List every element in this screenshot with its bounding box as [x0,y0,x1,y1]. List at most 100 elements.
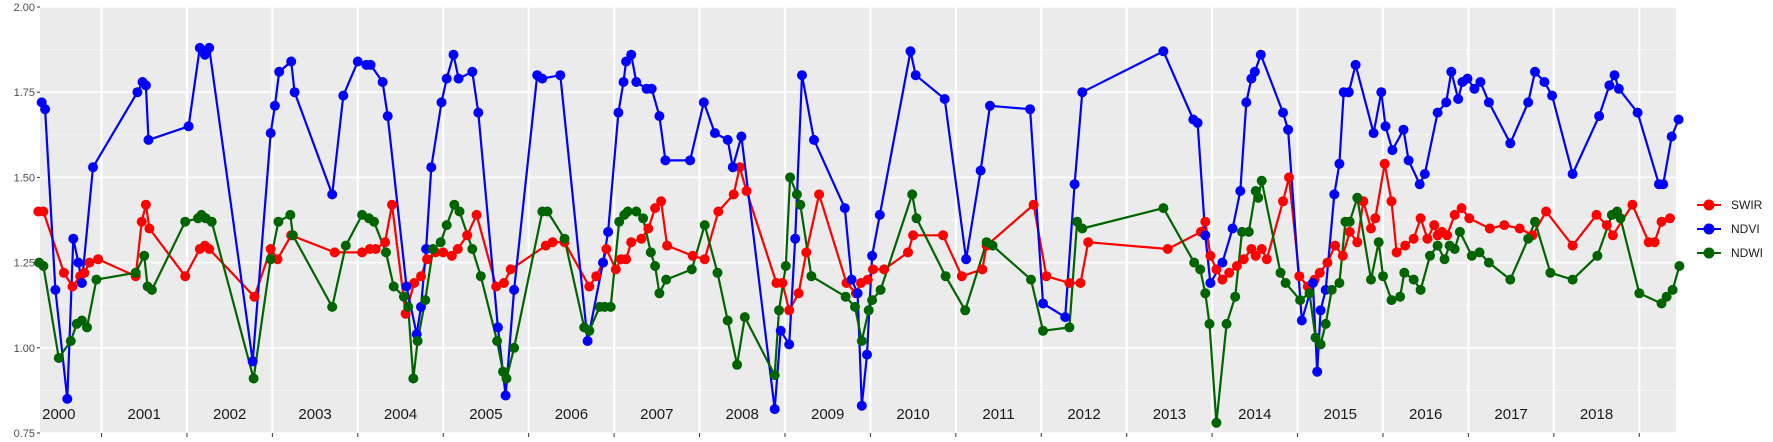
data-point-ndwi [987,240,998,251]
data-point-ndvi [1387,145,1398,156]
data-point-ndwi [1295,295,1306,306]
year-label: 2007 [640,406,673,423]
data-point-ndvi [1483,97,1494,108]
data-point-ndwi [475,271,486,282]
data-point-ndvi [401,281,412,292]
data-point-swir [793,288,804,299]
data-point-ndwi [1432,240,1443,251]
data-point-ndwi [712,267,723,278]
data-point-ndvi [856,400,867,411]
data-point-swir [687,250,698,261]
data-point-ndvi [1025,104,1036,115]
data-point-swir [1041,271,1052,282]
data-point-ndvi [846,274,857,285]
data-point-ndvi [448,49,459,60]
data-point-swir [136,216,147,227]
data-point-ndvi [1380,121,1391,132]
data-point-ndwi [584,325,595,336]
data-point-swir [180,271,191,282]
data-point-swir [387,199,397,210]
data-point-swir [1294,271,1305,282]
data-point-ndvi [660,155,671,166]
data-point-ndvi [961,254,972,265]
data-point-ndwi [1275,267,1286,278]
data-point-ndwi [139,250,150,261]
data-point-ndwi [722,315,733,326]
data-point-swir [814,189,825,200]
data-point-ndvi [1673,114,1684,125]
data-point-ndvi [1403,155,1414,166]
data-point-ndwi [699,220,710,231]
data-point-ndvi [1329,189,1340,200]
data-point-ndvi [194,42,205,53]
data-point-swir [67,281,78,292]
data-point-swir [1028,199,1039,210]
data-point-ndvi [338,90,349,101]
data-point-swir [601,244,612,254]
data-point-swir [1352,237,1363,248]
data-point-ndvi [183,121,194,132]
data-point-ndvi [1312,366,1323,377]
data-point-ndvi [874,209,885,220]
legend-label-swir: SWIR [1731,198,1763,212]
data-point-ndvi [426,162,437,173]
data-point-ndwi [1204,318,1215,329]
data-point-ndvi [421,244,432,254]
data-point-swir [1217,274,1228,285]
year-label: 2018 [1580,406,1613,423]
data-point-ndvi [1475,77,1486,87]
year-label: 2012 [1067,406,1100,423]
data-point-swir [728,189,739,200]
data-point-ndwi [739,312,750,323]
data-point-ndvi [1315,305,1326,316]
data-point-ndvi [1432,107,1443,118]
data-point-ndvi [269,100,280,111]
data-point-ndwi [206,216,217,227]
data-point-ndwi [449,199,460,210]
data-point-ndvi [1350,59,1361,70]
data-point-ndwi [38,261,49,271]
data-point-swir [38,206,49,217]
data-point-swir [610,264,621,275]
data-point-ndvi [377,77,388,87]
year-label: 2005 [469,406,502,423]
legend-item-ndwi: NDWI [1697,246,1763,260]
data-point-ndvi [736,131,747,142]
year-label: 2010 [896,406,929,423]
year-label: 2000 [42,406,75,423]
data-point-ndwi [1253,192,1264,203]
data-point-ndwi [960,305,971,316]
data-point-swir [662,240,673,251]
data-point-ndvi [631,77,642,87]
data-point-ndvi [1158,46,1169,57]
data-point-ndvi [68,233,79,244]
data-point-ndvi [509,284,520,295]
data-point-swir [1499,220,1510,231]
data-point-ndwi [1315,339,1326,350]
data-point-ndwi [605,301,616,312]
legend-key-point-ndwi [1703,247,1715,259]
data-point-swir [1064,278,1075,288]
data-point-ndwi [130,267,141,278]
data-point-swir [1422,233,1433,244]
data-point-ndwi [1064,322,1075,333]
data-point-ndwi [441,220,452,231]
data-point-ndvi [555,70,566,81]
data-point-swir [204,244,215,254]
data-point-swir [1649,237,1660,248]
data-point-ndwi [1038,325,1048,336]
data-point-swir [370,244,381,254]
year-label: 2015 [1324,406,1357,423]
data-point-ndwi [65,336,76,346]
data-point-ndvi [1613,83,1624,94]
data-point-ndvi [441,73,452,84]
data-point-ndwi [1077,223,1088,234]
data-point-ndvi [1523,97,1534,108]
data-point-ndwi [76,315,87,326]
data-point-swir [636,233,647,244]
data-point-swir [1591,209,1602,220]
data-point-ndvi [618,77,629,87]
data-point-ndvi [1296,315,1307,326]
data-point-ndvi [1658,179,1669,190]
data-point-ndvi [598,257,608,268]
